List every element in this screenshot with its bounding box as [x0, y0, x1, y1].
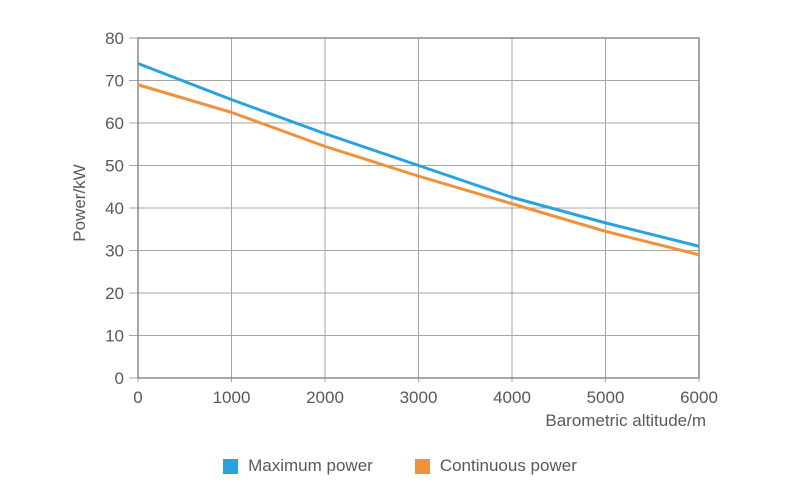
y-tick-label: 80 — [105, 29, 124, 48]
y-tick-label: 30 — [105, 242, 124, 261]
y-tick-label: 70 — [105, 72, 124, 91]
y-axis-title: Power/kW — [70, 164, 89, 242]
x-tick-label: 1000 — [213, 388, 251, 407]
x-tick-label: 2000 — [306, 388, 344, 407]
plot-border — [137, 37, 700, 379]
legend-item-continuous-power: Continuous power — [414, 456, 577, 476]
legend-label-maximum-power: Maximum power — [248, 456, 373, 475]
y-tick-label: 50 — [105, 157, 124, 176]
series-line-maximum-power — [137, 62, 700, 248]
x-tick-label: 3000 — [400, 388, 438, 407]
series-line-continuous-power — [137, 83, 700, 257]
x-tick-label: 6000 — [680, 388, 718, 407]
maximum-power-swatch-icon — [223, 458, 239, 474]
y-tick-label: 0 — [115, 369, 124, 388]
x-axis-title: Barometric altitude/m — [545, 411, 706, 430]
y-tick-label: 60 — [105, 114, 124, 133]
legend-label-continuous-power: Continuous power — [439, 456, 577, 475]
x-tick-label: 0 — [133, 388, 142, 407]
y-tick-label: 10 — [105, 327, 124, 346]
continuous-power-swatch-icon — [414, 458, 430, 474]
legend: Maximum power Continuous power — [0, 456, 800, 476]
legend-item-maximum-power: Maximum power — [223, 456, 373, 476]
x-tick-label: 5000 — [587, 388, 625, 407]
y-tick-label: 20 — [105, 284, 124, 303]
x-tick-label: 4000 — [493, 388, 531, 407]
y-tick-label: 40 — [105, 199, 124, 218]
